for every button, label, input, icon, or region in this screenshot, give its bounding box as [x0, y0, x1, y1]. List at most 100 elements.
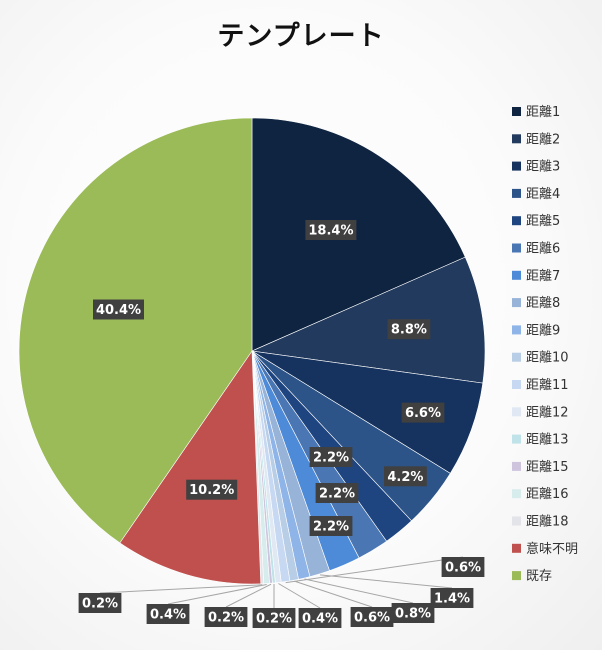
data-label-text: 0.6% [445, 561, 481, 576]
legend-item-距離6: 距離6 [512, 242, 560, 257]
data-label-距離8: 1.4% [430, 588, 474, 608]
data-label-距離1: 18.4% [305, 220, 357, 240]
data-label-box [204, 607, 248, 627]
data-label-box [309, 447, 353, 467]
legend-item-既存: 既存 [512, 569, 552, 584]
legend-item-距離3: 距離3 [512, 160, 560, 175]
data-label-text: 2.2% [313, 451, 349, 466]
data-label-text: 10.2% [189, 483, 234, 498]
legend-item-意味不明: 意味不明 [512, 541, 578, 557]
data-label-box [93, 299, 144, 320]
data-label-距離6: 2.2% [315, 483, 359, 503]
data-label-距離2: 8.8% [387, 319, 431, 340]
legend-label: 距離3 [526, 160, 560, 175]
leader-line-距離16 [167, 584, 267, 605]
legend-label: 距離8 [526, 296, 560, 311]
legend-label: 距離7 [526, 269, 560, 284]
data-label-text: 0.2% [208, 611, 244, 626]
data-label-text: 6.6% [405, 406, 441, 421]
leader-line-距離10 [294, 580, 373, 608]
leader-line-距離9 [304, 578, 414, 604]
data-label-box [350, 607, 394, 627]
leader-line-距離18 [99, 584, 263, 594]
legend: 距離1 距離2 距離3 距離4 距離5 距離6 距離7 距離8 距離9 距離10 距離11 距離12 距… [512, 105, 578, 584]
legend-item-距離7: 距離7 [512, 269, 560, 284]
data-label-box [186, 479, 238, 500]
data-label-box [391, 603, 435, 623]
legend-item-距離11: 距離11 [512, 378, 569, 393]
legend-label: 距離15 [526, 460, 569, 475]
pie-slices [18, 117, 486, 585]
data-label-box [252, 608, 296, 628]
data-label-box [305, 220, 357, 240]
legend-label: 距離16 [526, 487, 569, 502]
data-label-text: 0.4% [150, 608, 186, 623]
legend-swatch [512, 543, 521, 553]
legend-label: 距離5 [526, 214, 560, 229]
data-label-text: 2.2% [313, 520, 349, 535]
data-label-距離18: 0.2% [78, 593, 122, 613]
legend-label: 距離4 [526, 187, 560, 202]
legend-label: 距離11 [526, 378, 569, 393]
legend-swatch [512, 571, 521, 581]
legend-swatch [512, 161, 521, 171]
pie-slice-距離2 [250, 256, 486, 384]
data-label-距離11: 0.6% [441, 557, 485, 577]
data-label-text: 40.4% [96, 303, 141, 318]
legend-swatch [512, 434, 521, 444]
legend-item-距離12: 距離12 [512, 405, 569, 420]
data-label-距離3: 6.6% [401, 402, 445, 423]
legend-item-距離16: 距離16 [512, 487, 569, 502]
leader-line-距離15 [225, 583, 272, 608]
data-label-box [309, 516, 353, 536]
legend-swatch [512, 298, 521, 308]
legend-swatch [512, 188, 521, 198]
data-label-距離9: 0.8% [391, 603, 435, 623]
legend-swatch [512, 107, 521, 116]
legend-label: 意味不明 [526, 541, 578, 557]
legend-item-距離2: 距離2 [512, 132, 560, 147]
data-label-距離16: 0.4% [146, 604, 190, 624]
legend-swatch [512, 516, 521, 526]
legend-swatch [512, 380, 521, 389]
legend-swatch [512, 270, 521, 280]
data-label-text: 0.8% [395, 607, 431, 622]
data-label-text: 1.4% [434, 592, 470, 607]
data-label-box [430, 588, 474, 608]
legend-swatch [512, 407, 521, 417]
data-label-box [401, 402, 445, 423]
data-label-text: 18.4% [308, 224, 353, 239]
legend-swatch [512, 352, 521, 362]
data-label-text: 0.2% [82, 597, 118, 612]
leader-line-距離8 [320, 574, 453, 589]
pie-slice-既存 [18, 117, 253, 544]
data-label-既存: 40.4% [93, 299, 144, 320]
legend-label: 距離9 [526, 323, 560, 338]
legend-item-距離9: 距離9 [512, 323, 560, 338]
legend-item-距離5: 距離5 [512, 214, 560, 229]
data-labels: 18.4% 8.8% 6.6% 4.2% 2.2% 2.2% 2.2% 1.4%0.8% 0.6… [78, 220, 485, 628]
legend-label: 距離13 [526, 433, 569, 448]
data-label-距離12: 0.4% [298, 608, 342, 628]
data-label-text: 4.2% [387, 470, 423, 485]
legend-swatch [512, 461, 521, 471]
legend-swatch [512, 489, 521, 499]
legend-label: 距離12 [526, 405, 569, 420]
data-label-距離13: 0.2% [252, 608, 296, 628]
data-label-box [298, 608, 342, 628]
chart-title: テンプレート [217, 21, 385, 52]
legend-swatch [512, 216, 521, 226]
pie-slice-意味不明 [119, 350, 262, 585]
legend-item-距離10: 距離10 [512, 351, 569, 366]
data-label-距離5: 2.2% [309, 447, 353, 467]
legend-label: 距離1 [526, 105, 560, 120]
data-label-box [146, 604, 190, 624]
data-label-box [387, 319, 431, 340]
data-label-text: 0.4% [302, 612, 338, 627]
leader-line-距離12 [278, 583, 321, 609]
legend-label: 既存 [526, 569, 552, 584]
legend-item-距離4: 距離4 [512, 187, 560, 202]
data-label-text: 0.2% [256, 612, 292, 627]
legend-item-距離8: 距離8 [512, 296, 560, 311]
